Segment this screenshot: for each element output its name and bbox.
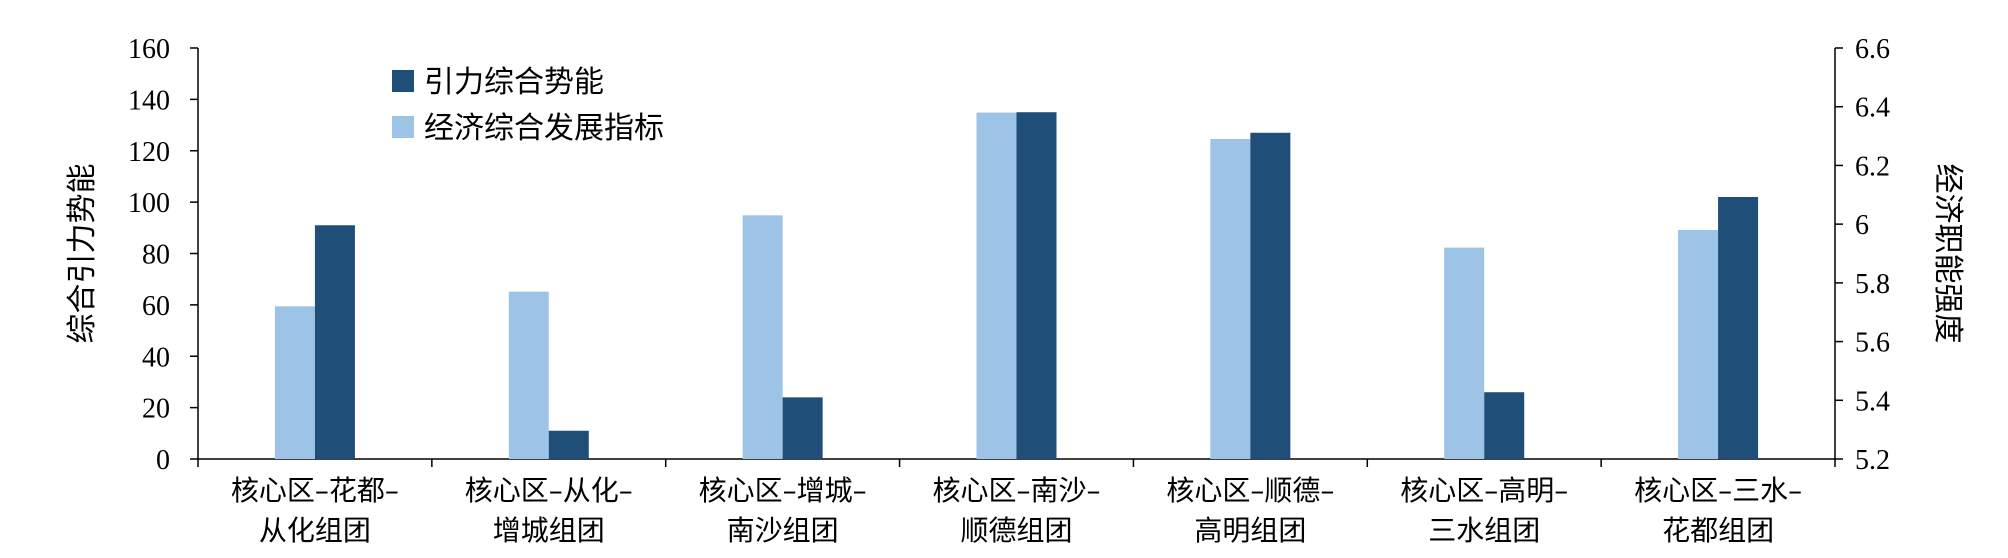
- legend-swatch: [392, 116, 414, 138]
- bar-economic-index: [742, 215, 783, 459]
- labels: 0 20 40 60 80 100 120 140 160 5.2 5.4 5.6 5.8 6 6.2 6.4…: [65, 34, 1965, 547]
- left-tick-label: 20: [142, 394, 170, 425]
- right-tick-label: 5.4: [1855, 386, 1890, 417]
- bar-economic-index: [1210, 139, 1251, 459]
- bar-economic-index: [508, 291, 549, 459]
- category-label: 核心区–三水–: [1634, 474, 1802, 507]
- left-tick-label: 160: [128, 34, 170, 65]
- category-label: 花都组团: [1662, 514, 1774, 547]
- bar-gravity-potential: [1484, 392, 1525, 459]
- left-tick-label: 0: [156, 445, 170, 476]
- bar-gravity-potential: [1250, 132, 1291, 460]
- bars: [274, 112, 1759, 460]
- right-axis-title: 经济职能强度: [1930, 164, 1965, 344]
- category-label: 高明组团: [1194, 514, 1306, 547]
- category-label: 顺德组团: [960, 514, 1072, 547]
- category-label: 核心区–顺德–: [1166, 474, 1334, 507]
- category-label: 增城组团: [493, 514, 605, 547]
- legend-swatch: [392, 70, 414, 92]
- legend-label: 经济综合发展指标: [424, 111, 664, 146]
- bar-gravity-potential: [1016, 112, 1057, 459]
- category-label: 核心区–增城–: [699, 474, 867, 507]
- bar-economic-index: [1444, 247, 1485, 459]
- left-tick-label: 100: [128, 188, 170, 219]
- bar-economic-index: [274, 306, 315, 459]
- category-label: 从化组团: [259, 514, 371, 547]
- bar-economic-index: [976, 112, 1017, 459]
- bar-gravity-potential: [548, 430, 589, 459]
- right-tick-label: 6: [1855, 210, 1869, 241]
- left-axis-title: 综合引力势能: [65, 164, 100, 344]
- left-tick-label: 60: [142, 291, 170, 322]
- left-tick-label: 80: [142, 240, 170, 271]
- left-tick-label: 120: [128, 137, 170, 168]
- right-tick-label: 5.8: [1855, 269, 1890, 300]
- bar-economic-index: [1678, 230, 1719, 459]
- category-label: 核心区–高明–: [1400, 474, 1568, 507]
- right-tick-label: 6.2: [1855, 151, 1890, 182]
- right-tick-label: 6.6: [1855, 34, 1890, 65]
- right-tick-label: 5.2: [1855, 445, 1890, 476]
- category-label: 核心区–花都–: [231, 474, 399, 507]
- category-label: 三水组团: [1428, 514, 1540, 547]
- legend-label: 引力综合势能: [424, 65, 604, 100]
- bar-gravity-potential: [782, 397, 823, 459]
- bar-gravity-potential: [1718, 196, 1759, 460]
- left-tick-label: 140: [128, 85, 170, 116]
- right-tick-label: 5.6: [1855, 328, 1890, 359]
- bar-gravity-potential: [314, 225, 355, 459]
- left-tick-label: 40: [142, 342, 170, 373]
- category-label: 核心区–南沙–: [932, 474, 1100, 507]
- category-label: 核心区–从化–: [465, 474, 633, 507]
- right-tick-label: 6.4: [1855, 93, 1890, 124]
- category-label: 南沙组团: [727, 514, 839, 547]
